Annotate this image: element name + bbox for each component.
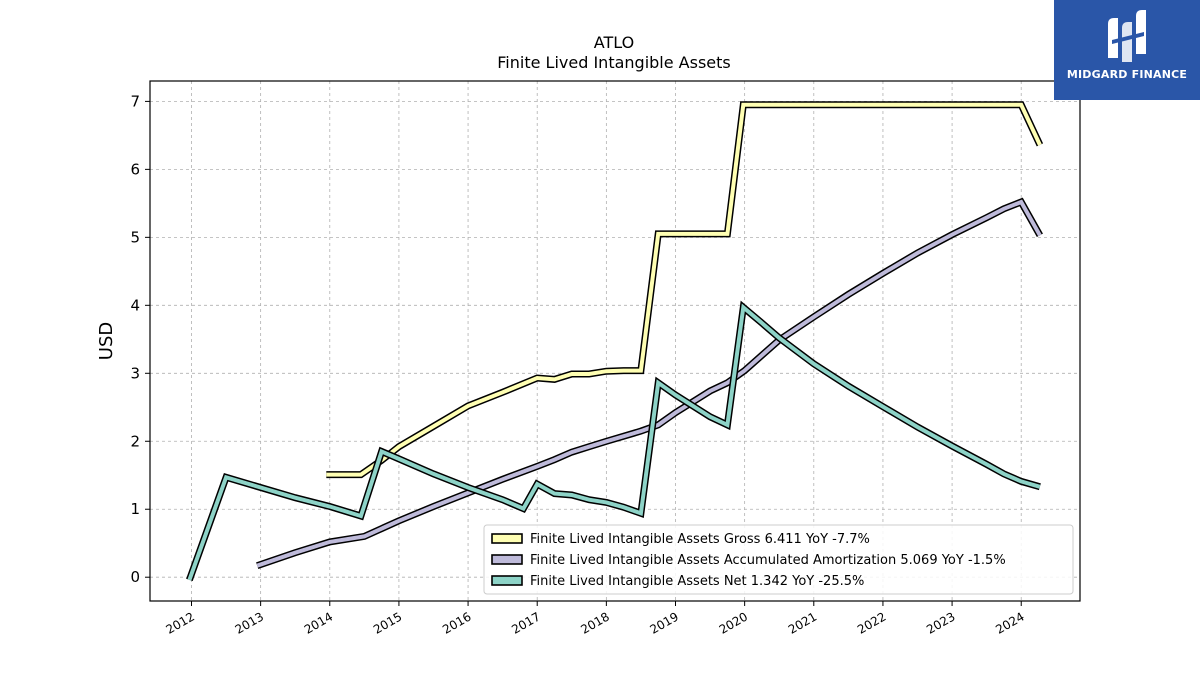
legend-label-1: Finite Lived Intangible Assets Accumulat… <box>530 553 1006 568</box>
y-tick-label: 0 <box>130 568 140 586</box>
y-tick-label: 7 <box>130 92 140 110</box>
legend-label-0: Finite Lived Intangible Assets Gross 6.4… <box>530 532 870 547</box>
series-line-1 <box>256 199 1042 568</box>
grid <box>150 81 1080 601</box>
x-tick-label: 2012 <box>164 609 197 636</box>
y-tick-label: 5 <box>130 228 140 246</box>
legend-swatch-2 <box>491 575 523 586</box>
legend-swatch-0 <box>491 533 523 544</box>
chart-title: ATLO <box>594 33 634 52</box>
series-outline-1 <box>256 197 1043 570</box>
y-tick-label: 6 <box>130 160 140 178</box>
logo-mark-icon <box>1108 10 1146 62</box>
x-tick-label: 2020 <box>717 609 750 636</box>
y-axis-label: USD <box>96 322 117 360</box>
x-tick-label: 2019 <box>648 609 681 636</box>
x-tick-label: 2021 <box>786 609 819 636</box>
series-line-2 <box>187 303 1041 581</box>
x-tick-label: 2013 <box>233 609 266 636</box>
series-lines <box>186 101 1044 582</box>
midgard-finance-logo: MIDGARD FINANCE <box>1054 0 1200 100</box>
series-outline-0 <box>326 101 1044 479</box>
legend-label-2: Finite Lived Intangible Assets Net 1.342… <box>530 574 864 589</box>
y-tick-label: 1 <box>130 500 140 518</box>
x-tick-label: 2023 <box>924 609 957 636</box>
y-tick-label: 2 <box>130 432 140 450</box>
x-tick-label: 2024 <box>993 609 1026 636</box>
y-tick-label: 4 <box>130 296 140 314</box>
x-tick-label: 2015 <box>371 609 404 636</box>
x-tick-label: 2017 <box>509 609 542 636</box>
series-line-0 <box>326 102 1042 477</box>
legend: Finite Lived Intangible Assets Gross 6.4… <box>483 524 1074 595</box>
legend-swatch-1 <box>491 554 523 565</box>
legend-box <box>483 524 1074 595</box>
x-tick-label: 2016 <box>440 609 473 636</box>
chart-subtitle: Finite Lived Intangible Assets <box>497 53 730 72</box>
x-tick-label: 2014 <box>302 609 335 636</box>
logo-text: MIDGARD FINANCE <box>1066 68 1188 81</box>
x-tick-label: 2018 <box>578 609 611 636</box>
y-tick-label: 3 <box>130 364 140 382</box>
plot-frame <box>149 80 1081 602</box>
x-tick-label: 2022 <box>855 609 888 636</box>
